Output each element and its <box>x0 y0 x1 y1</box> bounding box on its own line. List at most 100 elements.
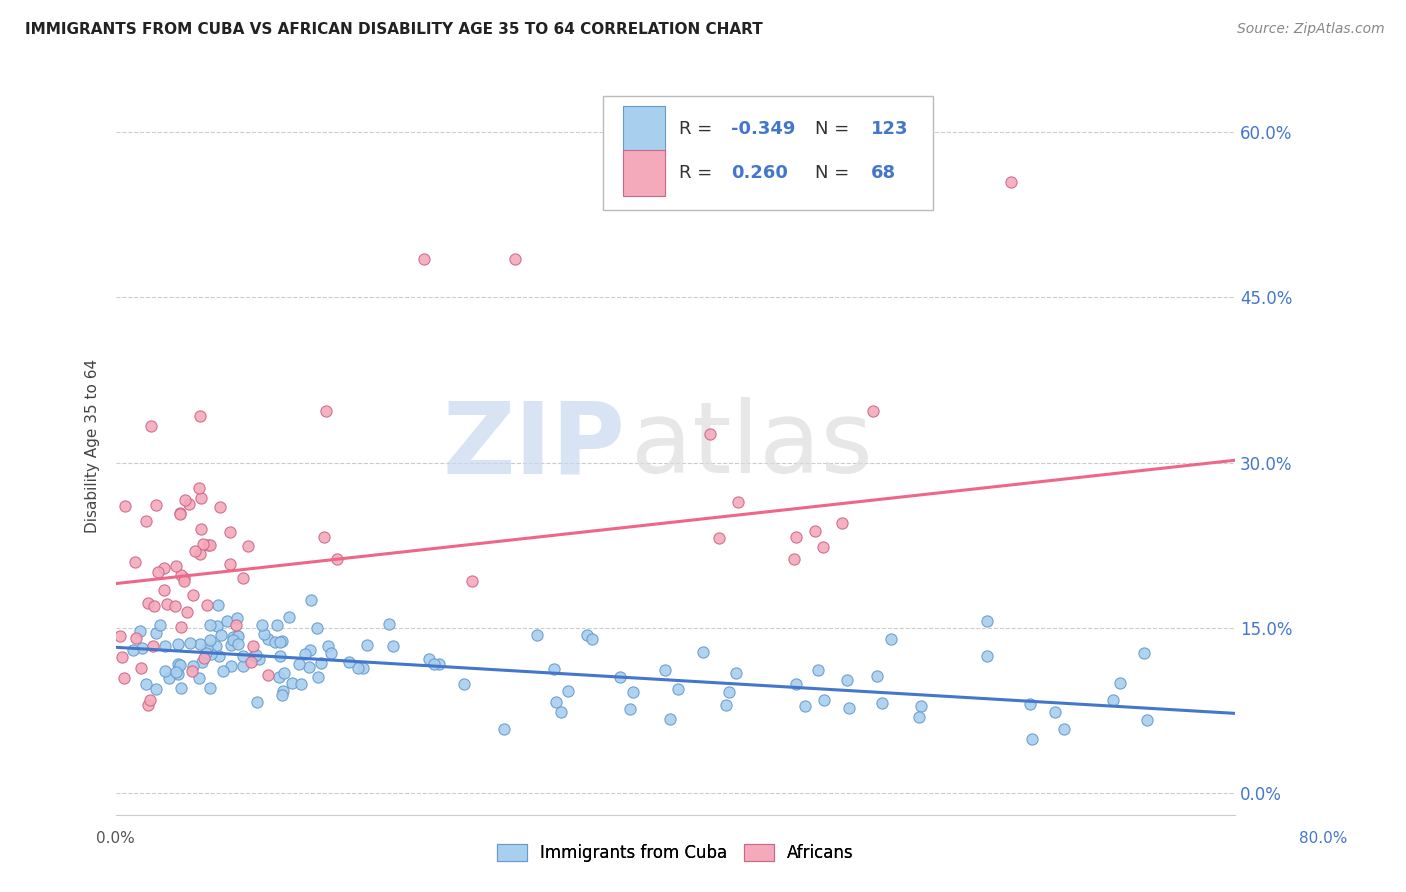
Point <box>190 522 212 536</box>
Point <box>813 693 835 707</box>
Point <box>169 507 191 521</box>
Point <box>273 665 295 680</box>
Point <box>207 598 229 612</box>
Point <box>576 628 599 642</box>
Point <box>125 631 148 645</box>
Point <box>862 404 884 418</box>
Point <box>122 643 145 657</box>
Point <box>692 645 714 659</box>
Text: 80.0%: 80.0% <box>1299 831 1347 846</box>
Text: 0.260: 0.260 <box>731 164 789 182</box>
Text: R =: R = <box>679 164 717 182</box>
Text: N =: N = <box>815 164 855 182</box>
Point <box>145 625 167 640</box>
Text: ZIP: ZIP <box>443 398 626 494</box>
Text: R =: R = <box>679 120 717 138</box>
Point <box>866 669 889 683</box>
Point <box>247 652 270 666</box>
Point <box>294 647 316 661</box>
Point <box>783 551 806 566</box>
Point <box>225 610 247 624</box>
Point <box>135 515 157 529</box>
Point <box>156 598 179 612</box>
Point <box>315 403 337 417</box>
Point <box>143 599 166 613</box>
Point <box>290 677 312 691</box>
Point <box>190 491 212 506</box>
Point <box>195 641 218 656</box>
Point <box>709 531 731 545</box>
Point <box>208 648 231 663</box>
Point <box>278 609 301 624</box>
Point <box>581 632 603 646</box>
Point <box>381 639 404 653</box>
Point <box>298 643 321 657</box>
Point <box>412 252 434 266</box>
Text: IMMIGRANTS FROM CUBA VS AFRICAN DISABILITY AGE 35 TO 64 CORRELATION CHART: IMMIGRANTS FROM CUBA VS AFRICAN DISABILI… <box>25 22 763 37</box>
Point <box>270 688 292 702</box>
Point <box>167 667 190 681</box>
Point <box>316 639 339 653</box>
Point <box>267 670 290 684</box>
Point <box>139 419 162 434</box>
Point <box>725 665 748 680</box>
Point <box>232 571 254 585</box>
Point <box>221 632 243 647</box>
Point <box>170 620 193 634</box>
Point <box>1102 692 1125 706</box>
Point <box>170 681 193 695</box>
Point <box>718 685 741 699</box>
Point <box>654 663 676 677</box>
Point <box>908 710 931 724</box>
FancyBboxPatch shape <box>603 95 932 211</box>
Point <box>1019 697 1042 711</box>
Point <box>526 628 548 642</box>
Point <box>145 682 167 697</box>
Text: -0.349: -0.349 <box>731 120 796 138</box>
Point <box>153 582 176 597</box>
Point <box>793 699 815 714</box>
Point <box>232 648 254 663</box>
Point <box>976 614 998 628</box>
Point <box>209 500 232 514</box>
Point <box>188 409 211 424</box>
Point <box>245 648 267 662</box>
Point <box>453 676 475 690</box>
Point <box>240 655 263 669</box>
Point <box>243 648 266 663</box>
Point <box>880 632 903 646</box>
Point <box>352 660 374 674</box>
Point <box>219 638 242 652</box>
Text: atlas: atlas <box>631 398 872 494</box>
Point <box>198 538 221 552</box>
Point <box>153 561 176 575</box>
Point <box>173 493 195 508</box>
Point <box>188 481 211 495</box>
Point <box>378 617 401 632</box>
Point <box>155 640 177 654</box>
Point <box>271 684 294 698</box>
Point <box>200 681 222 695</box>
Point <box>179 635 201 649</box>
Point <box>785 530 807 544</box>
Point <box>312 530 335 544</box>
Point <box>131 640 153 655</box>
Point <box>460 574 482 589</box>
Point <box>165 665 187 680</box>
Point <box>179 497 201 511</box>
Point <box>503 252 526 266</box>
Point <box>218 524 240 539</box>
Point <box>138 692 160 706</box>
Point <box>325 552 347 566</box>
Point <box>494 722 516 736</box>
Point <box>299 593 322 607</box>
Point <box>167 657 190 672</box>
Point <box>124 555 146 569</box>
Point <box>811 540 834 554</box>
Point <box>838 700 860 714</box>
Point <box>557 684 579 698</box>
Point <box>785 677 807 691</box>
Point <box>167 657 190 671</box>
Point <box>112 671 135 685</box>
Point <box>1043 705 1066 719</box>
